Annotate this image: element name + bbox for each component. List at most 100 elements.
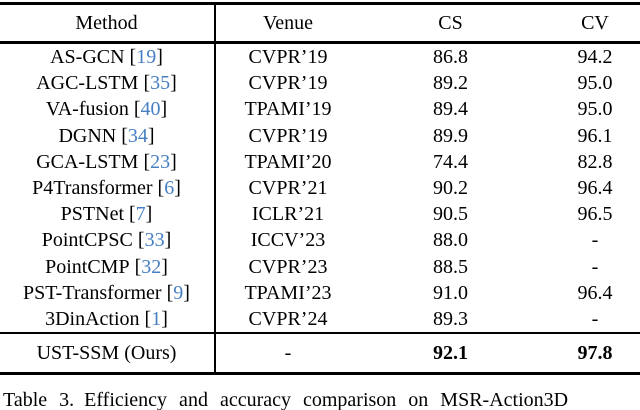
cs-value: 89.9 [433,124,468,147]
citation-bracket-open: [ [143,72,151,95]
venue-cell: TPAMI’20 [244,150,332,173]
table-row: GCA-LSTM [23] TPAMI’20 74.4 82.8 [0,149,640,175]
cv-value: 96.5 [577,203,613,226]
cv-value: - [591,307,599,330]
citation-bracket-close: ] [174,177,181,200]
table-row: PointCMP [32] CVPR’23 88.5 - [0,254,640,280]
citation-bracket-open: [ [133,98,141,121]
cs-value: 92.1 [433,342,468,365]
method-name: GCA-LSTM [36,150,139,173]
venue-cell: CVPR’21 [248,177,328,200]
cv-value: 97.8 [577,342,613,365]
cs-value: 89.4 [433,98,468,121]
table-row: PointCPSC [33] ICCV’23 88.0 - [0,227,640,253]
column-separator-bar [214,5,216,372]
method-name: VA-fusion [45,98,129,121]
venue-cell: ICLR’21 [251,203,325,226]
table-row-ours: UST-SSM (Ours) - 92.1 97.8 [0,334,640,372]
citation-bracket-close: ] [183,281,190,304]
cs-value: 91.0 [433,281,468,304]
cv-value: 96.4 [577,177,613,200]
cv-value: 96.1 [577,124,613,147]
method-name: PST-Transformer [23,281,162,304]
method-name: PSTNet [60,203,124,226]
citation-bracket-open: [ [166,281,174,304]
citation-link[interactable]: 1 [151,307,162,330]
cv-value: - [591,229,599,252]
venue-cell: TPAMI’23 [244,281,332,304]
cs-value: 86.8 [433,46,468,69]
venue-cell: CVPR’23 [248,255,328,278]
citation-bracket-close: ] [147,124,155,147]
citation-link[interactable]: 7 [135,203,146,226]
cs-value: 88.5 [433,255,468,278]
venue-cell: ICCV’23 [250,229,326,252]
column-header-method: Method [75,12,138,34]
table-row: AGC-LSTM [35] CVPR’19 89.2 95.0 [0,70,640,96]
cv-value: 96.4 [577,281,613,304]
table-row: VA-fusion [40] TPAMI’19 89.4 95.0 [0,96,640,122]
method-name: PointCPSC [41,229,133,252]
method-name: 3DinAction [45,307,140,330]
citation-bracket-open: [ [137,229,145,252]
method-name: PointCMP [45,255,130,278]
citation-link[interactable]: 19 [136,46,157,69]
table-header-row: Method Venue CS CV [0,5,640,41]
method-cell: VA-fusion [40] [0,99,213,119]
citation-bracket-open: [ [129,203,136,226]
table-body: AS-GCN [19] CVPR’19 86.8 94.2 AGC-LSTM [… [0,44,640,332]
citation-link[interactable]: 6 [164,177,175,200]
citation-link[interactable]: 40 [140,98,161,121]
method-cell: AS-GCN [19] [0,47,213,67]
citation-bracket-close: ] [160,98,168,121]
citation-bracket-open: [ [144,307,152,330]
table-row: 3DinAction [1] CVPR’24 89.3 - [0,306,640,332]
citation-bracket-open: [ [157,177,165,200]
citation-link[interactable]: 34 [127,124,148,147]
cv-value: - [591,255,599,278]
citation-link[interactable]: 32 [141,255,162,278]
cs-value: 90.2 [433,177,468,200]
citation-link[interactable]: 33 [144,229,165,252]
table-row: P4Transformer [6] CVPR’21 90.2 96.4 [0,175,640,201]
method-name: AS-GCN [50,46,125,69]
citation-bracket-open: [ [143,150,151,173]
citation-bracket-close: ] [164,229,172,252]
caption-text: Efficiency and accuracy comparison on MS… [84,389,569,410]
citation-bracket-close: ] [161,255,168,278]
venue-cell: CVPR’19 [248,124,328,147]
citation-bracket-close: ] [161,307,168,330]
citation-bracket-close: ] [156,46,163,69]
table-row: PST-Transformer [9] TPAMI’23 91.0 96.4 [0,280,640,306]
citation-link[interactable]: 35 [150,72,171,95]
venue-cell: TPAMI’19 [244,98,332,121]
header-divider-rule [0,41,640,44]
table-row: PSTNet [7] ICLR’21 90.5 96.5 [0,201,640,227]
cv-value: 82.8 [577,150,613,173]
column-header-cs: CS [438,12,463,34]
cs-value: 89.3 [433,307,468,330]
ours-divider-rule [0,332,640,335]
column-header-venue: Venue [263,12,313,34]
venue-cell: - [284,342,292,365]
method-name: AGC-LSTM [36,72,139,95]
citation-link[interactable]: 9 [173,281,184,304]
cv-value: 95.0 [577,72,613,95]
citation-bracket-open: [ [121,124,128,147]
venue-cell: CVPR’24 [248,307,328,330]
table-row: AS-GCN [19] CVPR’19 86.8 94.2 [0,44,640,70]
table-top-rule [0,2,640,5]
venue-cell: CVPR’19 [248,72,328,95]
method-cell: PST-Transformer [9] [0,283,213,303]
citation-bracket-close: ] [145,203,153,226]
method-cell: PointCPSC [33] [0,230,213,250]
table-caption: Table 3. Efficiency and accuracy comparis… [3,387,639,410]
cs-value: 89.2 [433,72,468,95]
method-cell: AGC-LSTM [35] [0,73,213,93]
cs-value: 88.0 [433,229,468,252]
method-cell: PSTNet [7] [0,204,213,224]
citation-link[interactable]: 23 [150,150,171,173]
method-cell: DGNN [34] [0,126,213,146]
method-cell: PointCMP [32] [0,257,213,277]
citation-bracket-close: ] [170,72,177,95]
